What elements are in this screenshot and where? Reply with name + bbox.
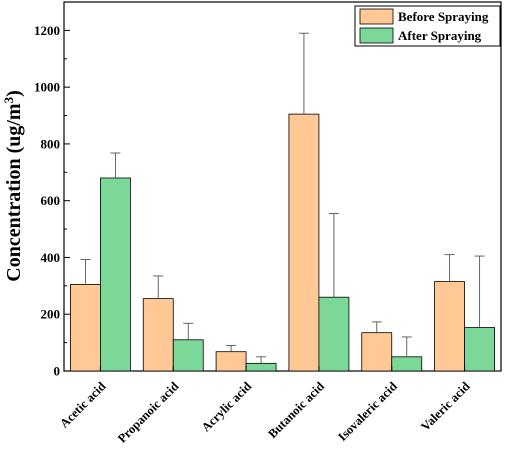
- y-tick-label: 800: [41, 136, 61, 151]
- legend-swatch-after: [359, 27, 394, 44]
- bar-after-2: [245, 362, 277, 372]
- legend-swatch-before: [359, 8, 394, 25]
- errorbars-group: [80, 32, 485, 364]
- bar-before-5: [434, 281, 465, 372]
- bar-after-0: [100, 177, 131, 372]
- y-axis-title-superscript: 3: [1, 96, 16, 103]
- bars-group: [70, 113, 495, 372]
- x-axis-ticks: Acetic acid Propanoic acid Acrylic acid But…: [57, 366, 473, 446]
- plot-frame: [63, 1, 502, 372]
- y-axis-title: Concentration (ug/m3): [1, 90, 25, 282]
- bar-before-2: [215, 351, 247, 372]
- plot-area: [63, 1, 502, 372]
- y-tick-label: 600: [41, 193, 61, 208]
- bar-after-4: [391, 356, 423, 372]
- y-tick-label: 400: [41, 250, 61, 265]
- y-axis-title-close: ): [3, 90, 25, 97]
- bar-before-0: [70, 284, 101, 372]
- x-tick-label: Isovaleric acid: [335, 379, 400, 444]
- x-tick-label: Acrylic acid: [199, 379, 254, 434]
- bar-before-4: [361, 332, 393, 372]
- y-axis-ticks: 0 200 400 600 800 1000 1200: [34, 23, 70, 379]
- y-axis-title-main: Concentration (ug/m: [3, 103, 25, 282]
- legend: Before Spraying After Spraying: [354, 5, 501, 47]
- x-tick-label: Acetic acid: [57, 379, 108, 430]
- legend-label-before: Before Spraying: [398, 9, 489, 24]
- y-tick-label: 1200: [34, 23, 60, 38]
- legend-label-after: After Spraying: [398, 28, 482, 43]
- y-tick-label: 1000: [34, 80, 60, 95]
- y-tick-label: 200: [41, 307, 61, 322]
- x-tick-label: Propanoic acid: [115, 379, 181, 445]
- bar-after-1: [172, 339, 204, 372]
- x-tick-label: Valeric acid: [418, 379, 473, 434]
- bar-after-5: [464, 327, 495, 372]
- y-tick-label: 0: [54, 364, 61, 379]
- bar-after-3: [318, 296, 350, 372]
- bar-before-3: [288, 113, 320, 372]
- x-tick-label: Butanoic acid: [265, 379, 327, 441]
- bar-before-1: [142, 298, 174, 372]
